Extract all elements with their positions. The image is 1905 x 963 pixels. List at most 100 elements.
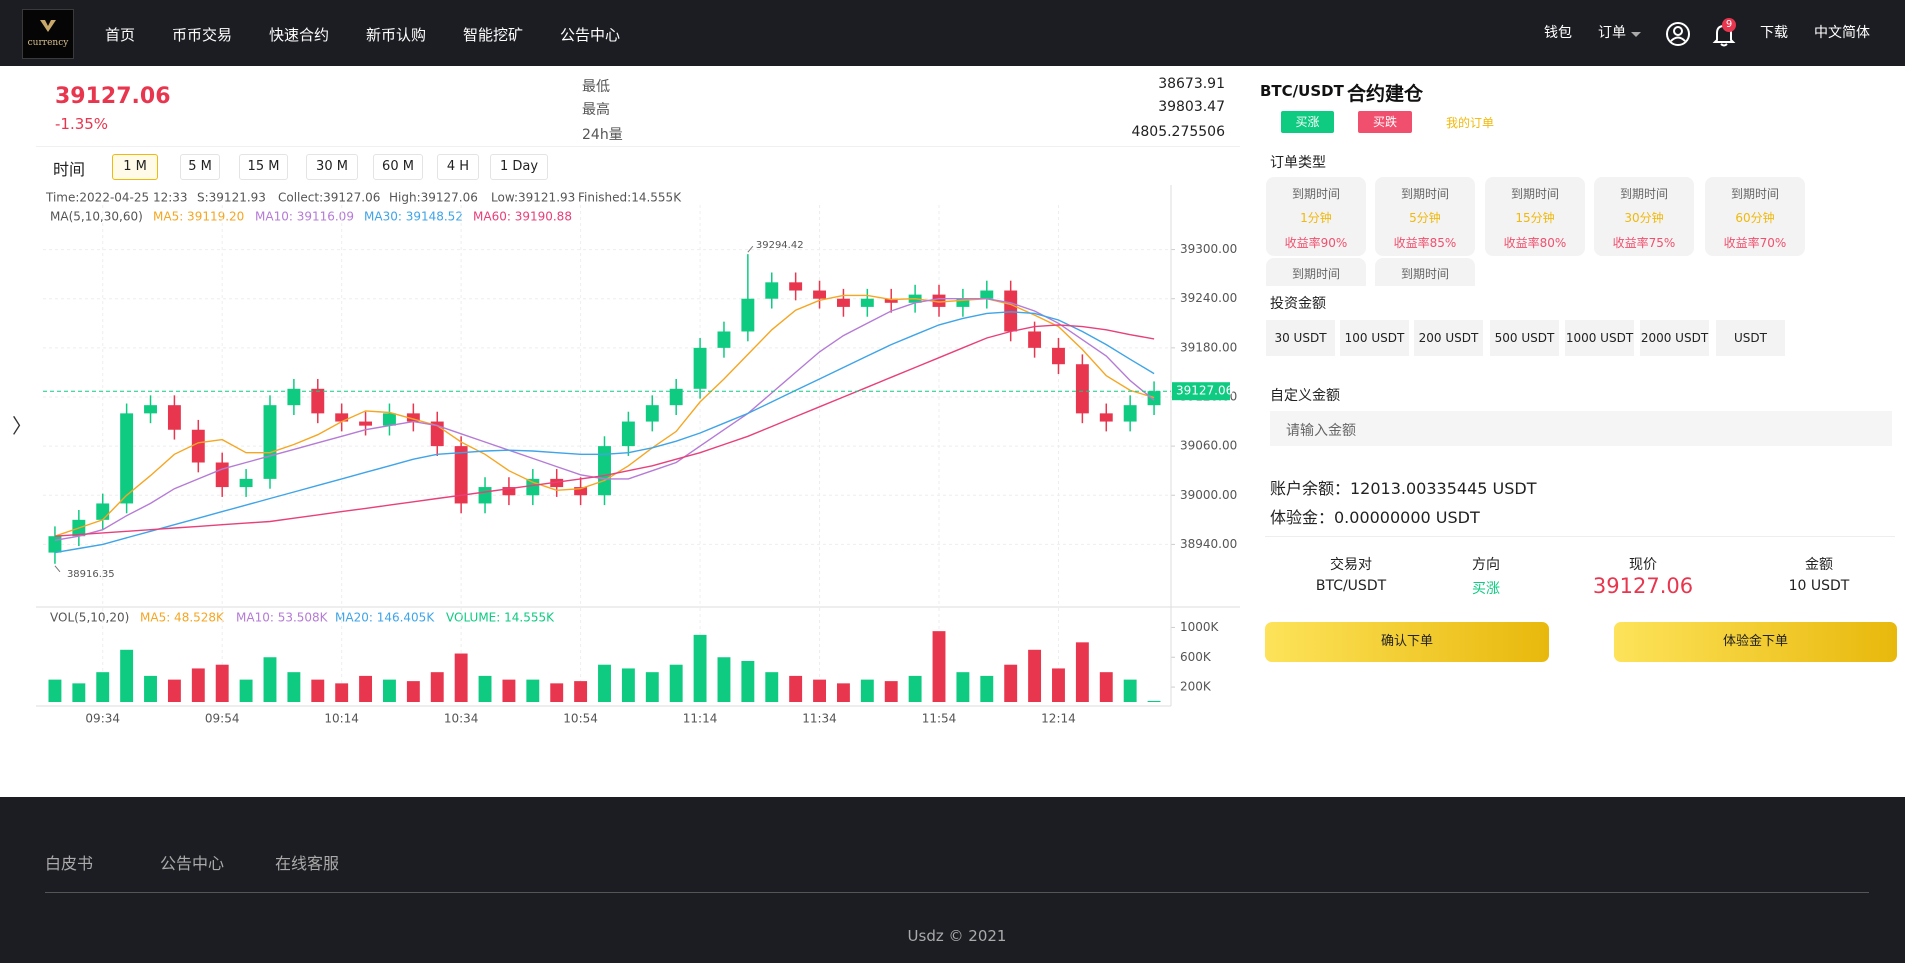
x-tick-label: 10:54	[563, 712, 598, 726]
trial-button[interactable]: 体验金下单	[1614, 622, 1897, 662]
buy-button[interactable]: 买涨	[1281, 111, 1334, 133]
stat-value: 4805.275506	[1131, 124, 1225, 140]
candle-body	[239, 478, 253, 488]
interval-button[interactable]: 5 M	[180, 154, 220, 180]
confirm-button[interactable]: 确认下单	[1265, 622, 1549, 662]
y-tick-label: 39300.00	[1180, 242, 1237, 256]
volume-bar	[598, 664, 611, 702]
nav-item[interactable]: 智能挖矿	[462, 26, 524, 44]
table-value: 买涨	[1472, 581, 1500, 597]
amount-option[interactable]: 2000 USDT	[1640, 320, 1709, 356]
duration-label: 到期时间	[1510, 187, 1559, 201]
candle-body	[1147, 391, 1161, 406]
user-icon[interactable]	[1665, 21, 1691, 47]
volume-bar	[1004, 664, 1018, 702]
legend-entry: MA5: 39119.20	[153, 210, 244, 224]
footer-link[interactable]: 在线客服	[275, 854, 340, 873]
duration-card[interactable]: 到期时间	[1375, 258, 1475, 286]
interval-button[interactable]: 60 M	[373, 154, 423, 180]
duration-card[interactable]: 到期时间	[1266, 258, 1366, 286]
interval-button[interactable]: 30 M	[306, 154, 358, 180]
x-tick-label: 10:14	[324, 712, 359, 726]
volume-bar	[1147, 700, 1161, 702]
amount-option[interactable]: 100 USDT	[1340, 320, 1409, 356]
volume-bar	[144, 675, 157, 702]
nav-item[interactable]: 新币认购	[365, 26, 427, 44]
x-tick-label: 09:34	[85, 712, 120, 726]
chart-info: S:39121.93	[197, 191, 266, 205]
table-header: 方向	[1472, 557, 1500, 573]
volume-bar	[167, 679, 181, 702]
trial-balance: 体验金：0.00000000 USDT	[1270, 508, 1480, 527]
duration-time: 30分钟	[1624, 211, 1664, 225]
candle-body	[526, 478, 540, 496]
duration-label: 到期时间	[1400, 267, 1449, 281]
nav-right-item[interactable]: 下载	[1760, 25, 1788, 41]
arrow-left[interactable]: 〉	[12, 414, 32, 438]
amount-option[interactable]: 1000 USDT	[1565, 320, 1634, 356]
y-tick-label: 600K	[1180, 650, 1212, 664]
nav-item[interactable]: 快速合约	[268, 26, 330, 44]
volume-bar	[1028, 649, 1042, 702]
nav-item[interactable]: 首页	[104, 26, 136, 44]
stat-label: 24h量	[582, 127, 623, 143]
footer-link[interactable]: 公告中心	[160, 854, 225, 873]
duration-card[interactable]: 到期时间 5分钟 收益率85%	[1375, 177, 1475, 256]
duration-time: 15分钟	[1515, 211, 1555, 225]
candle-body	[621, 421, 635, 447]
nav-item[interactable]: 公告中心	[559, 26, 621, 44]
volume-bar	[789, 675, 803, 702]
candle-body	[311, 388, 325, 414]
pair: BTC/USDT	[1260, 82, 1344, 100]
nav-right-item[interactable]: 钱包	[1544, 25, 1572, 41]
nav-right-item[interactable]: 订单	[1598, 25, 1626, 41]
amount-option[interactable]: USDT	[1716, 320, 1785, 356]
volume-bar	[311, 679, 325, 702]
amount-option[interactable]: 30 USDT	[1266, 320, 1335, 356]
candle-body	[502, 487, 516, 496]
interval-button[interactable]: 1 Day	[490, 154, 548, 180]
volume-bar	[932, 631, 946, 702]
candle-body	[765, 282, 779, 299]
footer-link[interactable]: 白皮书	[45, 854, 94, 873]
candle-body	[574, 487, 588, 496]
candle-body	[287, 388, 301, 406]
duration-card[interactable]: 到期时间 30分钟 收益率75%	[1594, 177, 1694, 256]
my-orders[interactable]: 我的订单	[1446, 116, 1495, 130]
candle-body	[335, 413, 349, 422]
interval-button[interactable]: 4 H	[437, 154, 479, 180]
interval-button[interactable]: 1 M	[112, 154, 158, 180]
logo-text: currency	[27, 38, 69, 48]
candle-body	[980, 290, 994, 299]
duration-card[interactable]: 到期时间 15分钟 收益率80%	[1485, 177, 1585, 256]
candle-body	[932, 294, 946, 307]
amount-input[interactable]: 请输入金额	[1270, 411, 1892, 446]
volume-bar	[48, 679, 62, 702]
amount-option[interactable]: 500 USDT	[1490, 320, 1559, 356]
candle-body	[860, 298, 874, 307]
candle-body	[741, 298, 755, 332]
candle-body	[598, 446, 611, 496]
nav-item[interactable]: 币币交易	[171, 26, 233, 44]
legend-entry: MA10: 53.508K	[236, 611, 329, 625]
interval-button[interactable]: 15 M	[239, 154, 288, 180]
peak-pointer	[747, 245, 754, 253]
volume-bar	[1099, 672, 1113, 702]
nav-right-item[interactable]: 中文简体	[1814, 25, 1870, 41]
table-header: 金额	[1805, 557, 1833, 573]
legend-entry: MA30: 39148.52	[364, 210, 463, 224]
amount-option[interactable]: 200 USDT	[1414, 320, 1483, 356]
volume-bar	[191, 668, 205, 702]
badge: 9	[1722, 18, 1736, 32]
legend-entry: MA20: 146.405K	[335, 611, 435, 625]
sell-button[interactable]: 买跌	[1358, 111, 1412, 133]
logo[interactable]: currency	[22, 9, 74, 59]
y-tick-label: 1000K	[1180, 620, 1220, 634]
y-tick-label: 39000.00	[1180, 488, 1237, 502]
volume-bar	[645, 672, 659, 702]
duration-card[interactable]: 到期时间 1分钟 收益率90%	[1266, 177, 1366, 256]
duration-card[interactable]: 到期时间 60分钟 收益率70%	[1705, 177, 1805, 256]
ma-line	[54, 311, 1155, 554]
volume-bar	[717, 657, 731, 702]
